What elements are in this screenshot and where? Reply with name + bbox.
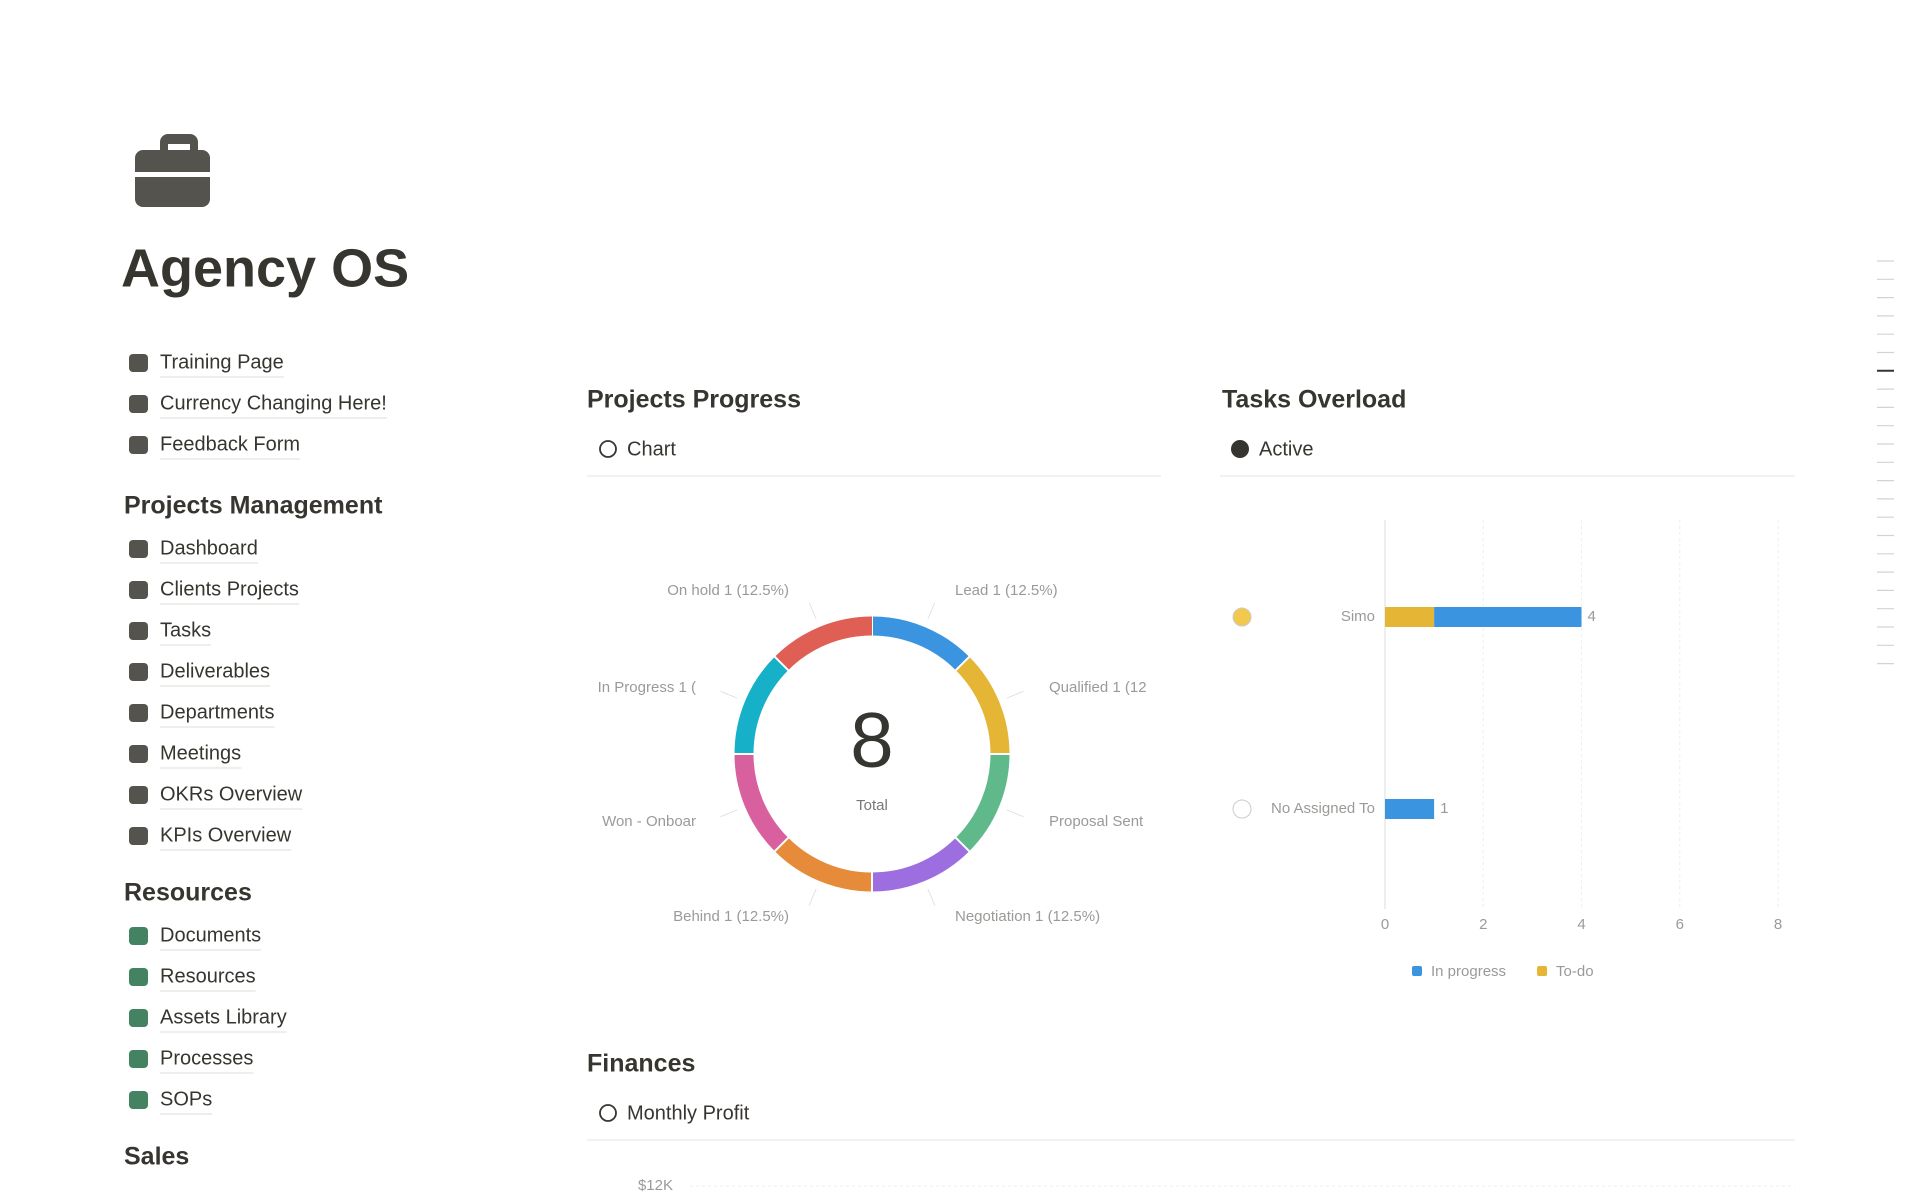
divider (773, 655, 790, 672)
bar (1385, 799, 1435, 819)
leader-line (808, 602, 817, 620)
donut-total-label: Total (856, 797, 888, 814)
chart-icon (599, 1104, 617, 1122)
chart-icon (599, 440, 617, 458)
item-icon (129, 540, 148, 558)
item-icon (129, 354, 148, 372)
leader-line (927, 602, 936, 620)
sidebar-heading: Projects Management (124, 492, 383, 520)
item-icon (129, 927, 148, 945)
item-icon (129, 581, 148, 599)
avatar (1232, 799, 1252, 819)
y-tick-label: Simo (1341, 608, 1375, 625)
leader-line (1006, 809, 1024, 818)
nav-link[interactable]: Deliverables (160, 660, 270, 682)
nav-link[interactable]: Training Page (160, 351, 284, 373)
item-icon (129, 1009, 148, 1027)
nav-link[interactable]: Clients Projects (160, 578, 299, 600)
leader-line (720, 809, 738, 818)
item-icon (129, 436, 148, 454)
x-tick-label: 8 (1774, 916, 1782, 933)
nav-link[interactable]: Meetings (160, 742, 241, 764)
leader-line (720, 690, 738, 699)
view-tab[interactable]: Monthly Profit (627, 1102, 750, 1124)
donut-slice (955, 753, 1010, 852)
divider (954, 655, 971, 672)
leader-line (808, 888, 817, 906)
x-tick-label: 0 (1381, 916, 1389, 933)
donut-slice (871, 837, 970, 892)
slice-label: Lead 1 (12.5%) (955, 582, 1058, 599)
y-tick-label: No Assigned To (1271, 800, 1375, 817)
nav-link[interactable]: Feedback Form (160, 433, 300, 455)
slice-label: Behind 1 (12.5%) (673, 908, 789, 925)
item-icon (129, 663, 148, 681)
donut-slice (734, 656, 789, 755)
bar-total-label: 1 (1440, 800, 1448, 817)
page-icon (135, 134, 210, 207)
y-tick-label: $12K (638, 1177, 673, 1194)
item-icon (129, 745, 148, 763)
nav-link[interactable]: Documents (160, 924, 261, 946)
page-title: Agency OS (121, 238, 409, 298)
leader-line (1006, 690, 1024, 699)
donut-slice (734, 753, 789, 852)
bar (1434, 607, 1582, 627)
item-icon (129, 827, 148, 845)
slice-label: Qualified 1 (12 (1049, 679, 1147, 696)
section-title: Finances (587, 1050, 695, 1078)
check-icon (1231, 440, 1249, 458)
nav-link[interactable]: Dashboard (160, 537, 258, 559)
donut-slice (871, 616, 970, 671)
nav-link[interactable]: Processes (160, 1047, 253, 1069)
donut-slice (774, 837, 873, 892)
item-icon (129, 622, 148, 640)
bar-total-label: 4 (1588, 608, 1596, 625)
x-tick-label: 6 (1676, 916, 1684, 933)
slice-label: Proposal Sent (1049, 813, 1144, 830)
section-title: Tasks Overload (1222, 386, 1406, 414)
nav-link[interactable]: KPIs Overview (160, 824, 292, 846)
avatar (1232, 607, 1252, 627)
divider (773, 836, 790, 853)
nav-link[interactable]: OKRs Overview (160, 783, 303, 805)
legend-label: To-do (1556, 963, 1594, 980)
item-icon (129, 786, 148, 804)
view-tab[interactable]: Active (1259, 438, 1313, 460)
nav-link[interactable]: Assets Library (160, 1006, 287, 1028)
sidebar-heading: Sales (124, 1143, 189, 1171)
divider (954, 836, 971, 853)
item-icon (129, 1050, 148, 1068)
nav-link[interactable]: Departments (160, 701, 275, 723)
donut-slice (955, 656, 1010, 755)
slice-label: On hold 1 (12.5%) (667, 582, 789, 599)
legend-swatch (1412, 966, 1422, 976)
slice-label: Won - Onboar (602, 813, 696, 830)
sidebar-heading: Resources (124, 879, 252, 907)
legend-label: In progress (1431, 963, 1506, 980)
nav-link[interactable]: Resources (160, 965, 256, 987)
leader-line (927, 888, 936, 906)
view-tab[interactable]: Chart (627, 438, 676, 460)
bar (1385, 607, 1435, 627)
nav-link[interactable]: Currency Changing Here! (160, 392, 387, 414)
legend-swatch (1537, 966, 1548, 976)
nav-link[interactable]: Tasks (160, 619, 211, 641)
donut-total: 8 (850, 696, 893, 784)
donut-slice (774, 616, 873, 671)
item-icon (129, 704, 148, 722)
x-tick-label: 4 (1577, 916, 1585, 933)
item-icon (129, 395, 148, 413)
item-icon (129, 968, 148, 986)
x-tick-label: 2 (1479, 916, 1487, 933)
item-icon (129, 1091, 148, 1109)
slice-label: In Progress 1 ( (598, 679, 696, 696)
slice-label: Negotiation 1 (12.5%) (955, 908, 1100, 925)
nav-link[interactable]: SOPs (160, 1088, 212, 1110)
section-title: Projects Progress (587, 386, 801, 414)
